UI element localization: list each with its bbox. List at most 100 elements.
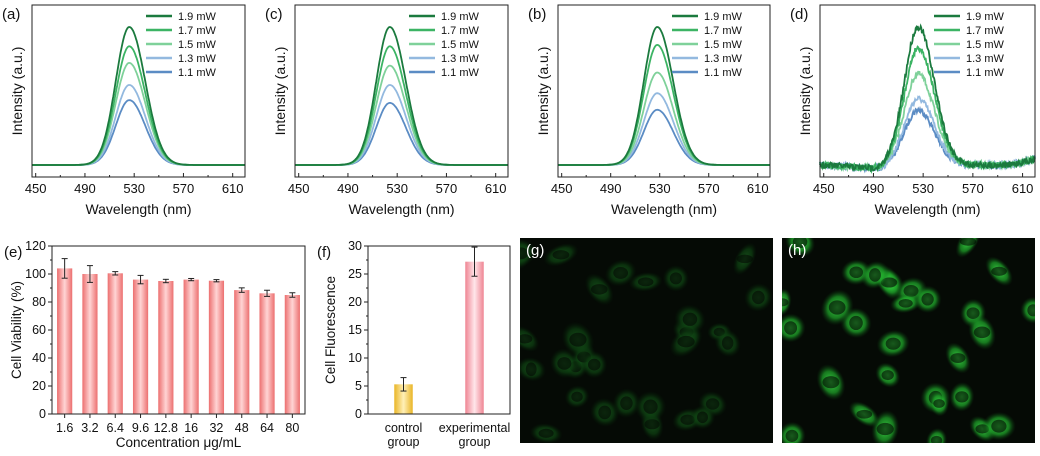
cell [634,390,667,423]
y-axis-label: Intensity (a.u.) [272,47,288,136]
axes-frame [819,4,1036,178]
x-tick-label: 48 [235,421,249,435]
cell-nucleus [782,298,789,307]
cell-nucleus [955,391,969,403]
cell-nucleus [613,266,629,279]
series-line-19mW [819,23,1036,173]
y-axis-label: Intensity (a.u.) [9,47,25,136]
cell [612,388,641,419]
cell [662,264,690,292]
cell-nucleus [869,268,881,282]
legend-label: 1.1 mW [441,67,480,79]
cell-nucleus [598,405,612,420]
cell [561,321,595,358]
y-axis-label: Intensity (a.u.) [797,47,813,136]
cell-nucleus [696,411,708,424]
cell-nucleus [525,362,537,377]
bar [132,279,149,414]
x-tick-label: 530 [386,181,408,196]
x-tick-label: group [388,435,420,449]
legend-label: 1.3 mW [966,53,1005,65]
legend-label: 1.5 mW [178,39,217,51]
cell-nucleus [828,300,846,315]
x-tick-label: 570 [436,181,458,196]
cell [581,350,608,379]
axes-frame [31,4,246,178]
bar [234,290,250,414]
series-line-13mW [558,92,770,166]
cell-nucleus [587,358,601,371]
cell-nucleus [571,391,583,402]
legend-label: 1.3 mW [441,53,480,65]
bar [259,293,275,414]
x-tick-label: 610 [222,181,244,196]
x-tick-label: 570 [173,181,195,196]
series-line-11mW [32,99,245,166]
cell-nucleus [538,428,554,438]
x-axis-label: Wavelength (nm) [85,201,191,217]
bar [57,268,73,414]
cells [520,238,773,443]
x-tick-label: 530 [649,181,671,196]
series-line-13mW [32,84,245,166]
x-tick-label: 450 [813,181,835,196]
cells [782,238,1035,443]
bar [284,295,300,414]
panel-label: (d) [790,6,808,23]
legend-label: 1.1 mW [704,67,743,79]
cell-nucleus [849,315,863,331]
y-tick-label: 30 [348,239,362,253]
x-tick-label: 80 [285,421,299,435]
x-tick-label: 570 [698,181,720,196]
series-line-15mW [558,71,770,166]
x-tick-label: 530 [912,181,934,196]
bar [183,279,199,414]
panel-label: (b) [528,6,546,23]
cell-nucleus [950,353,966,363]
x-axis-label: Concentration μg/mL [116,435,242,450]
y-tick-label: 0 [39,407,46,421]
x-tick-label: 6.4 [107,421,124,435]
cell-nucleus [669,272,682,285]
panel-label: (c) [265,6,283,23]
cell-nucleus [590,284,608,295]
x-tick-label: 490 [863,181,885,196]
bar [82,274,98,414]
legend-label: 1.5 mW [704,39,743,51]
legend-label: 1.3 mW [178,53,217,65]
cell-nucleus [682,312,698,326]
series-line-15mW [819,70,1036,173]
y-tick-label: 0 [355,407,362,421]
y-tick-label: 80 [32,295,46,309]
cell [589,397,620,428]
bar [394,384,413,414]
series-line-19mW [32,26,245,166]
x-tick-label: control [385,421,423,435]
cell-nucleus [973,326,991,339]
legend-label: 1.7 mW [966,25,1005,37]
cell-nucleus [959,238,977,246]
cell-nucleus [620,396,633,410]
cell-nucleus [520,247,529,260]
cell [520,325,540,352]
cell-nucleus [520,334,533,344]
legend-label: 1.9 mW [966,11,1005,23]
x-tick-label: 32 [209,421,223,435]
bar [208,280,225,414]
cell [732,242,757,276]
cell-nucleus [822,376,840,389]
y-tick-label: 100 [25,267,46,281]
cell [689,405,716,430]
x-tick-label: 12.8 [154,421,178,435]
cell-nucleus [784,321,798,335]
x-tick-label: 490 [74,181,96,196]
series-line-19mW [295,26,508,166]
cell-nucleus [721,336,734,350]
x-tick-label: 9.6 [132,421,149,435]
cell-nucleus [736,254,753,264]
cell [743,282,773,312]
bar-panel-4: (e) 1.6 3.2 6.4 9.6 12.8 16 32 48 64 80 0 20 40 60 80 10… [4,239,306,450]
x-tick-label: 530 [123,181,145,196]
cell-nucleus [991,419,1007,433]
x-tick-label: 610 [485,181,507,196]
